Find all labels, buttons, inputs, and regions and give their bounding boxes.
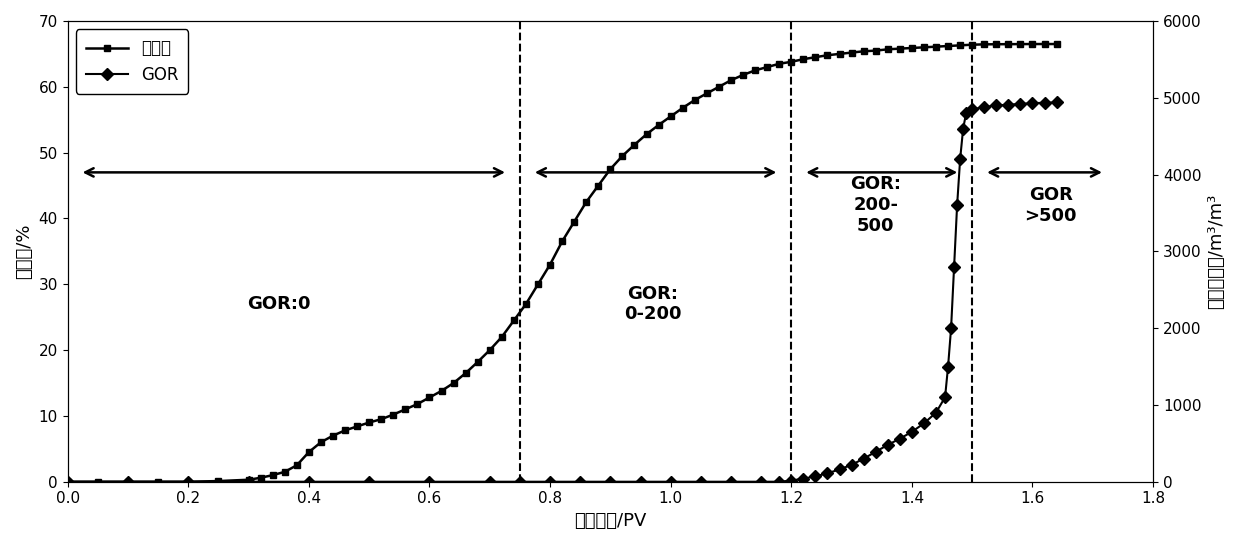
采收率 [362, 419, 377, 426]
Y-axis label: 采收率/%: 采收率/% [15, 223, 33, 279]
GOR [808, 473, 823, 480]
GOR [959, 110, 973, 117]
GOR [634, 479, 649, 485]
GOR [796, 475, 811, 482]
GOR [977, 104, 992, 110]
采收率 [1049, 41, 1064, 47]
Text: GOR:
200-
500: GOR: 200- 500 [851, 175, 901, 235]
GOR [663, 479, 678, 485]
GOR [880, 441, 895, 448]
GOR [241, 479, 255, 485]
采收率 [663, 113, 678, 120]
GOR [754, 479, 769, 485]
采收率 [350, 423, 365, 429]
Text: GOR:0: GOR:0 [247, 295, 310, 313]
GOR [1025, 100, 1040, 106]
GOR [988, 102, 1003, 109]
GOR [893, 435, 908, 442]
GOR [941, 364, 956, 370]
GOR [181, 479, 196, 485]
Line: 采收率: 采收率 [64, 40, 1060, 485]
Y-axis label: 生产气油比/m³/m³: 生产气油比/m³/m³ [1207, 193, 1225, 309]
GOR [1013, 101, 1028, 107]
GOR [1049, 99, 1064, 106]
GOR [512, 479, 527, 485]
GOR [61, 479, 76, 485]
GOR [916, 420, 931, 427]
GOR [944, 325, 959, 331]
GOR [120, 479, 135, 485]
GOR [904, 428, 919, 435]
GOR [832, 466, 847, 473]
GOR [693, 479, 708, 485]
GOR [362, 479, 377, 485]
GOR [784, 477, 799, 484]
GOR [965, 106, 980, 113]
Line: GOR: GOR [63, 98, 1060, 486]
GOR [856, 456, 870, 462]
GOR [482, 479, 497, 485]
GOR [1001, 101, 1016, 108]
GOR [1037, 100, 1052, 106]
X-axis label: 注入体积/PV: 注入体积/PV [574, 512, 646, 530]
GOR [956, 125, 971, 132]
Legend: 采收率, GOR: 采收率, GOR [76, 29, 188, 94]
GOR [603, 479, 618, 485]
GOR [937, 394, 952, 401]
GOR [952, 156, 967, 162]
GOR [301, 479, 316, 485]
GOR [771, 479, 786, 485]
GOR [844, 462, 859, 468]
GOR [950, 202, 965, 209]
采收率 [651, 122, 666, 128]
采收率 [459, 370, 474, 377]
采收率 [965, 41, 980, 48]
Text: GOR:
0-200: GOR: 0-200 [624, 284, 681, 323]
GOR [868, 449, 883, 455]
Text: GOR
>500: GOR >500 [1024, 186, 1076, 225]
采收率 [1025, 41, 1040, 47]
GOR [723, 479, 738, 485]
GOR [422, 479, 436, 485]
GOR [946, 263, 961, 270]
采收率 [61, 479, 76, 485]
GOR [820, 470, 835, 476]
GOR [543, 479, 558, 485]
GOR [573, 479, 588, 485]
GOR [929, 409, 944, 416]
